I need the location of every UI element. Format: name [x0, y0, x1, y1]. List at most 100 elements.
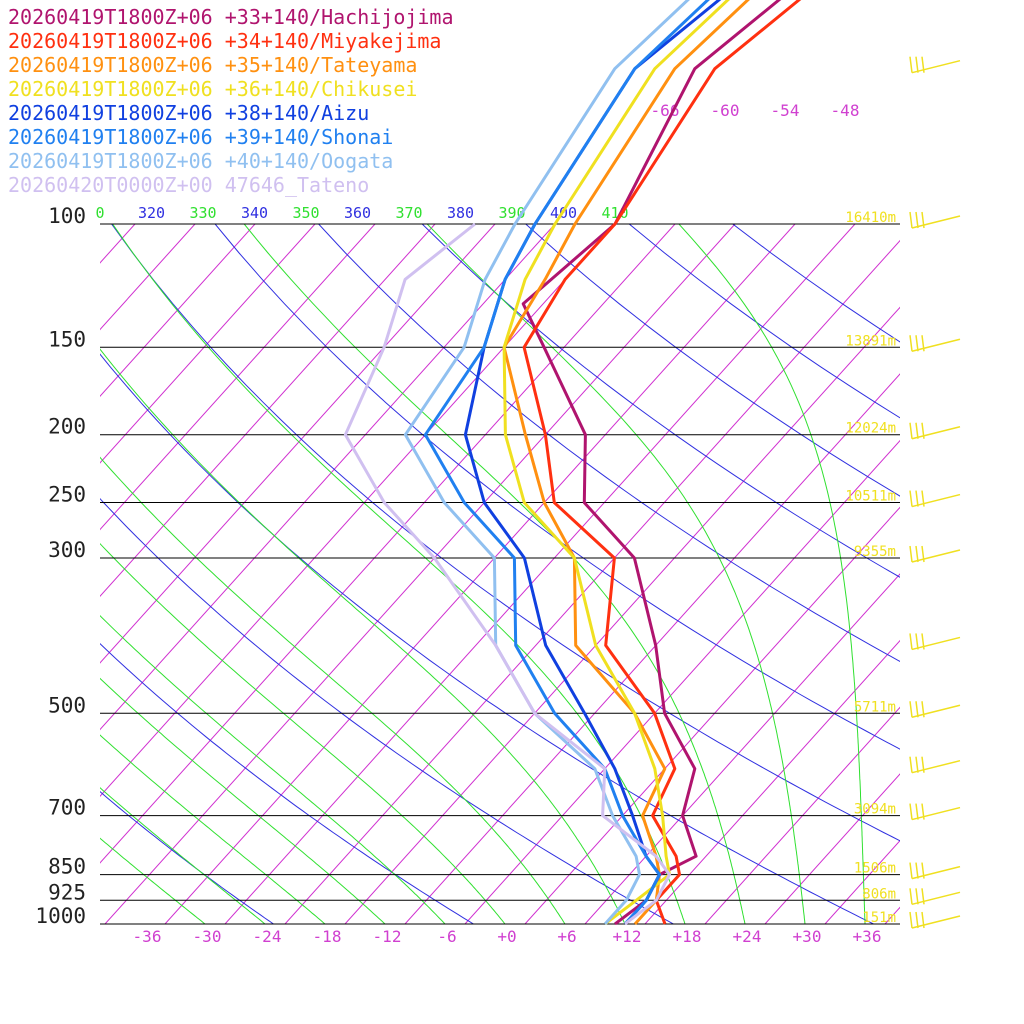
wind-barb-flag [915, 335, 919, 352]
isotherm-line [100, 224, 436, 597]
temperature-profile-line [343, 222, 671, 925]
wind-barb [911, 425, 961, 440]
pressure-label: 100 [48, 204, 86, 228]
wind-barb-flag [909, 211, 913, 229]
temperature-profile-line [403, 0, 690, 925]
theta-tick-label: 320 [138, 204, 165, 222]
wind-barb-flag [921, 56, 925, 73]
wind-barb [911, 215, 961, 229]
isotherm-line [644, 639, 900, 924]
isotherm-line [100, 224, 556, 731]
isotherm-line [404, 373, 900, 924]
wind-barb [911, 759, 961, 774]
moist-adiabat-line [678, 224, 866, 924]
height-label: 9355m [854, 544, 896, 560]
height-label: 3094m [854, 802, 896, 818]
theta-tick-label: 340 [241, 204, 268, 222]
wind-barb-flag [915, 56, 919, 73]
legend: 20260419T1800Z+06 +33+140/Hachijojima 202… [8, 5, 454, 197]
moist-adiabat-grid [100, 224, 866, 924]
height-labels: 16410m 13891m 12024m 10511m 9355m 5711m 3094m 1… [845, 210, 896, 926]
temperature-tick-label: +6 [557, 927, 576, 946]
upper-temperature-label: -54 [771, 101, 800, 120]
pressure-label: 700 [48, 796, 86, 820]
legend-entry: 20260420T0000Z+00 47646_Tateno [8, 173, 369, 197]
wind-barb-flag [921, 490, 925, 507]
isotherm-line [284, 239, 900, 924]
legend-entry: 20260419T1800Z+06 +33+140/Hachijojima [8, 5, 454, 29]
isotherm-line [224, 224, 856, 924]
temperature-tick-label: +24 [733, 927, 762, 946]
temperature-profile-line [502, 0, 730, 925]
wind-barb [911, 59, 961, 74]
upper-temperature-label: -60 [711, 101, 740, 120]
dry-adiabat-line [111, 224, 900, 842]
temperature-tick-label: -6 [437, 927, 456, 946]
temperature-profiles [343, 0, 802, 925]
dry-adiabat-grid [100, 224, 900, 924]
wind-barb-flag [921, 756, 925, 773]
temperature-tick-label: -12 [373, 927, 402, 946]
wind-barb-flag [909, 490, 913, 507]
theta-labels: 0 320 330 340 350 360 370 380 390 400 410 [95, 204, 628, 222]
temperature-tick-label: +0 [497, 927, 516, 946]
wind-barb-flag [915, 701, 919, 718]
wind-barb-flag [921, 633, 925, 650]
dry-adiabat-line [628, 224, 900, 419]
wind-barb-flag [921, 888, 925, 905]
wind-barb [911, 636, 961, 651]
temperature-tick-label: -24 [253, 927, 282, 946]
theta-tick-label: 0 [95, 204, 104, 222]
temperature-axis-labels: -36 -30 -24 -18 -12 -6 +0 +6 +12 +18 +24 +30 +36 [133, 927, 882, 946]
wind-barb-flag [921, 862, 925, 879]
temperature-tick-label: +12 [613, 927, 642, 946]
wind-barb [911, 338, 961, 352]
wind-barb-flag [909, 56, 913, 73]
legend-entry: 20260419T1800Z+06 +39+140/Shonai [8, 125, 393, 149]
isotherm-line [100, 224, 316, 464]
legend-entry: 20260419T1800Z+06 +36+140/Chikusei [8, 77, 417, 101]
wind-barb-flag [909, 803, 913, 820]
wind-barb-flag [909, 862, 913, 879]
height-label: 1506m [854, 861, 896, 877]
wind-barb [911, 549, 961, 563]
pressure-label: 925 [48, 880, 86, 904]
wind-barb [911, 806, 961, 821]
theta-tick-label: 370 [395, 204, 422, 222]
wind-barb [911, 891, 961, 906]
pressure-label: 500 [48, 693, 86, 717]
temperature-profile-line [423, 0, 710, 925]
isotherm-line [100, 224, 496, 664]
isotherm-line [104, 224, 736, 924]
wind-barb-flag [915, 211, 919, 229]
wind-barb-flag [921, 335, 925, 352]
wind-barb-flag [921, 803, 925, 820]
wind-barb-flag [909, 422, 913, 439]
wind-barbs [909, 56, 961, 929]
isotherm-line [100, 224, 376, 531]
pressure-label: 150 [48, 327, 86, 351]
isotherm-line [464, 439, 900, 924]
pressure-label: 1000 [35, 904, 86, 928]
isotherm-line [884, 906, 900, 924]
wind-barb-flag [909, 911, 913, 929]
dry-adiabat-line [100, 353, 874, 924]
isotherm-line [764, 773, 900, 924]
legend-entry: 20260419T1800Z+06 +35+140/Tateyama [8, 53, 417, 77]
isotherm-line [100, 224, 196, 331]
wind-barb [911, 915, 961, 929]
temperature-profile-line [522, 0, 802, 925]
wind-barb-flag [909, 756, 913, 773]
theta-tick-label: 350 [292, 204, 319, 222]
wind-barb-flag [915, 422, 919, 439]
wind-barb-flag [921, 545, 925, 563]
legend-entry: 20260419T1800Z+06 +40+140/Oogata [8, 149, 393, 173]
isotherm-grid [100, 224, 900, 924]
isotherm-line [704, 706, 900, 924]
wind-barb-flag [915, 862, 919, 879]
temperature-profile-line [502, 0, 750, 925]
theta-tick-label: 360 [344, 204, 371, 222]
height-label: 806m [862, 886, 896, 902]
wind-barb-flag [915, 545, 919, 563]
temperature-tick-label: -18 [313, 927, 342, 946]
